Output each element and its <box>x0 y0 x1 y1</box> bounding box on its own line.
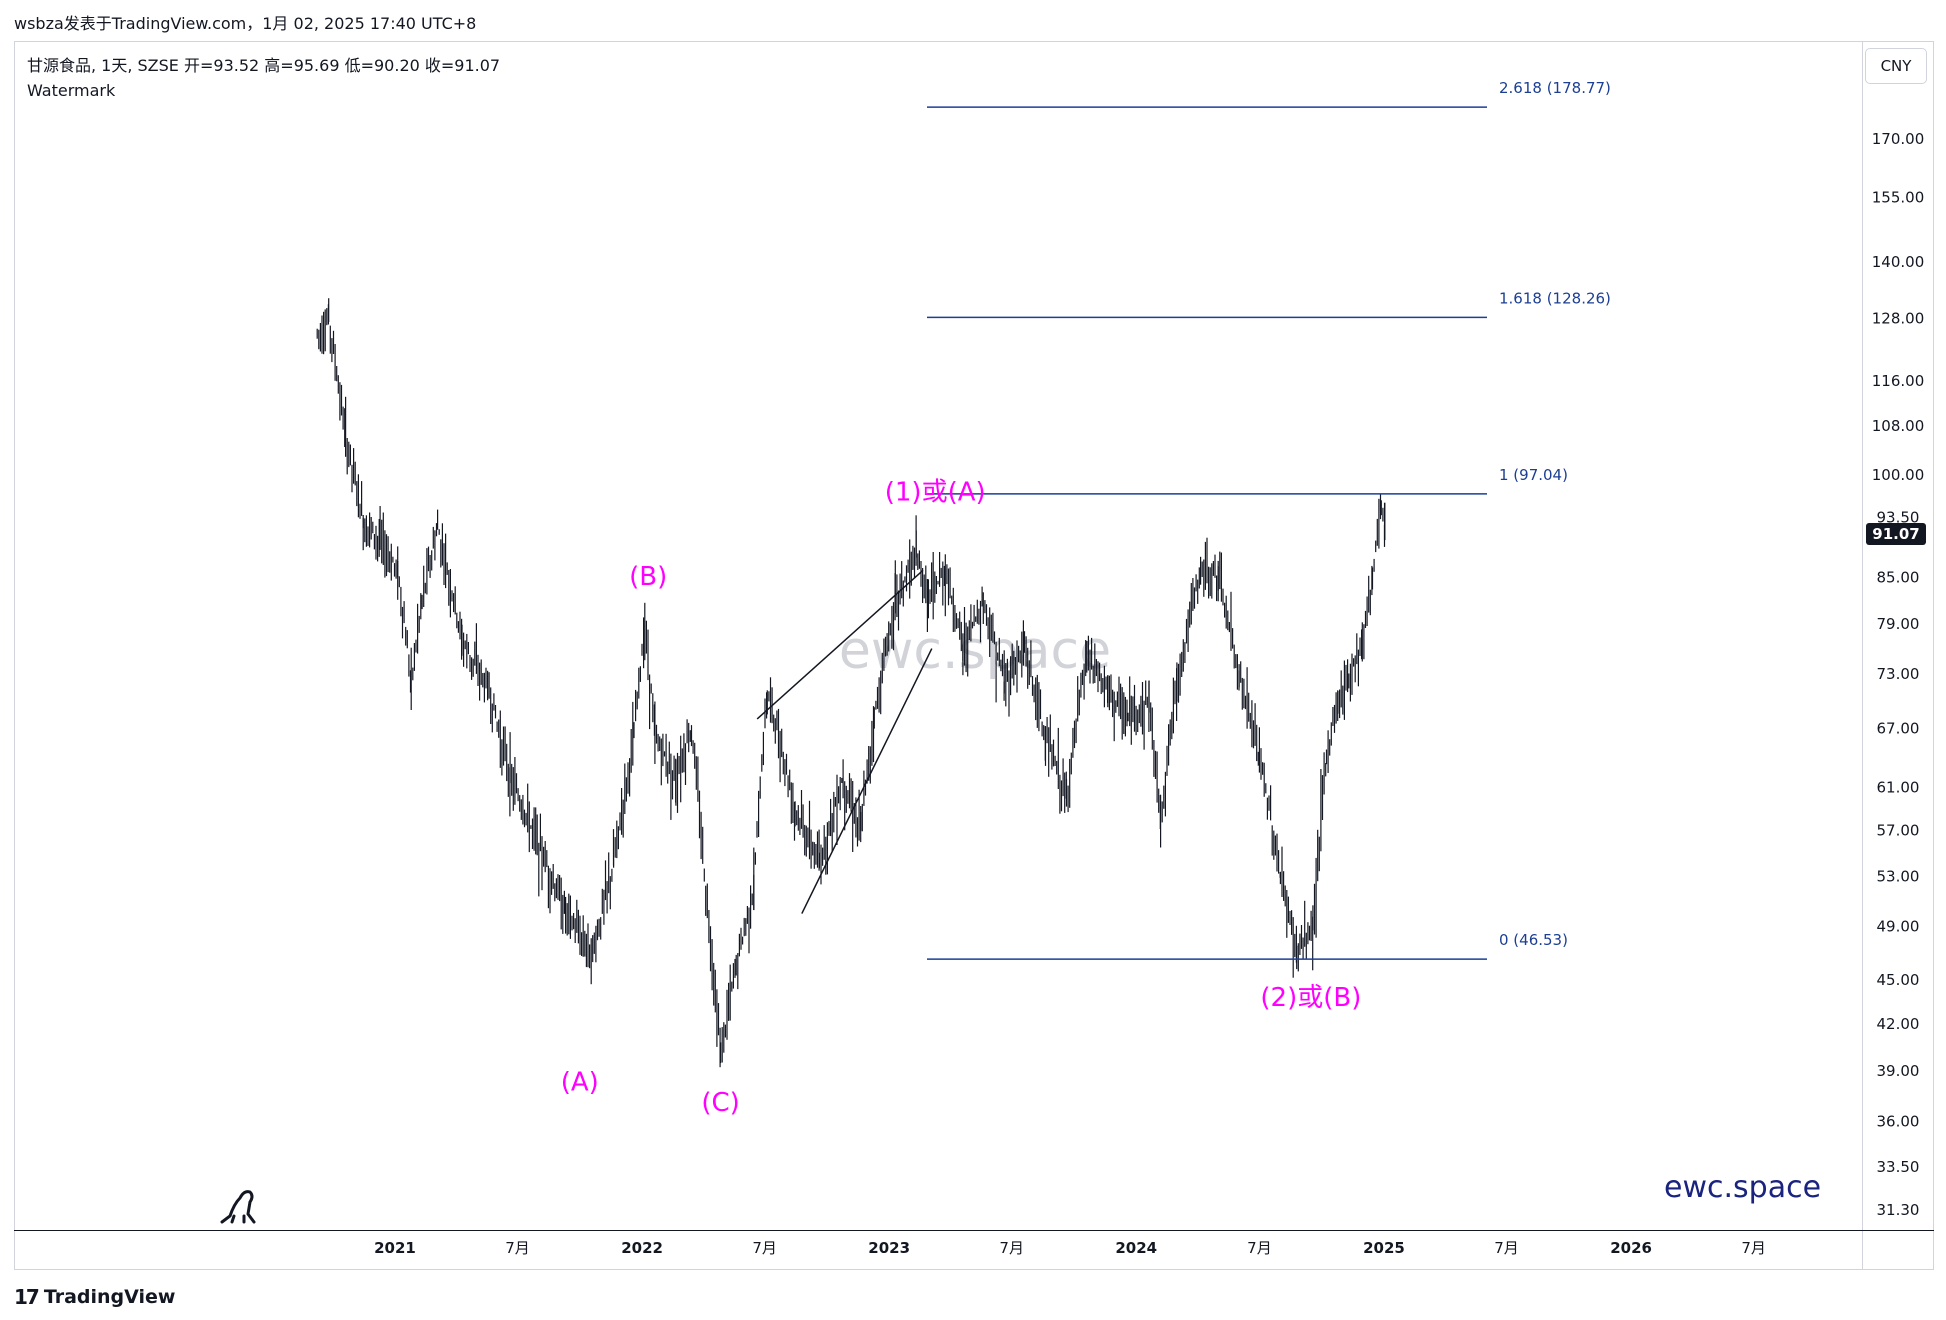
y-tick-label: 42.00 <box>1877 1015 1920 1033</box>
x-tick-label: 7月 <box>505 1239 530 1257</box>
chart-legend: 甘源食品, 1天, SZSE 开=93.52 高=95.69 低=90.20 收… <box>27 53 500 103</box>
x-tick-label: 2024 <box>1115 1239 1157 1257</box>
brand-watermark: ewc.space <box>1664 1170 1822 1205</box>
wave-label: (B) <box>629 562 667 592</box>
y-tick-label: 116.00 <box>1872 372 1925 390</box>
y-tick-label: 57.00 <box>1877 822 1920 840</box>
y-tick-label: 53.00 <box>1877 868 1920 886</box>
x-tick-label: 7月 <box>1741 1239 1766 1257</box>
fib-label: 1.618 (128.26) <box>1499 289 1611 307</box>
y-tick-label: 49.00 <box>1877 917 1920 935</box>
fib-label: 2.618 (178.77) <box>1499 79 1611 97</box>
x-tick-label: 2022 <box>621 1239 663 1257</box>
currency-button[interactable]: CNY <box>1865 48 1927 84</box>
y-tick-label: 170.00 <box>1872 130 1925 148</box>
y-tick-label: 33.50 <box>1877 1158 1920 1176</box>
wedge-line <box>801 648 933 914</box>
dino-icon <box>220 1190 256 1224</box>
watermark-label: Watermark <box>27 81 116 100</box>
y-tick-label: 155.00 <box>1872 188 1925 206</box>
wave-labels: (A) (B) (C) (1)或(A) (2)或(B) <box>561 478 1362 1118</box>
wave-label: (2)或(B) <box>1260 983 1361 1013</box>
time-axis: 2021 7月 2022 7月 2023 7月 2024 7月 2025 7月 2026 7月 <box>374 1239 1766 1257</box>
price-axis-divider <box>1862 41 1863 1270</box>
y-tick-label: 140.00 <box>1872 253 1925 271</box>
publisher-caption: wsbza发表于TradingView.com，1月 02, 2025 17:4… <box>14 14 477 33</box>
x-tick-label: 2021 <box>374 1239 416 1257</box>
y-tick-label: 108.00 <box>1872 417 1925 435</box>
x-tick-label: 2023 <box>868 1239 910 1257</box>
y-tick-label: 79.00 <box>1877 615 1920 633</box>
fib-label: 1 (97.04) <box>1499 466 1568 484</box>
wave-label: (1)或(A) <box>885 478 986 508</box>
x-tick-label: 7月 <box>1494 1239 1519 1257</box>
last-price-tag-box <box>1866 523 1926 546</box>
wedge-line <box>756 569 924 720</box>
y-tick-label: 100.00 <box>1872 466 1925 484</box>
x-tick-label: 7月 <box>752 1239 777 1257</box>
candle-series <box>316 298 1386 1068</box>
last-price-tag: 91.07 <box>1866 523 1926 546</box>
tradingview-logo-text: TradingView <box>43 1286 176 1308</box>
x-tick-label: 2026 <box>1610 1239 1652 1257</box>
time-axis-divider <box>14 1230 1934 1231</box>
y-tick-label: 39.00 <box>1877 1062 1920 1080</box>
x-tick-label: 7月 <box>1247 1239 1272 1257</box>
wedge-lines <box>756 569 933 914</box>
wave-label: (A) <box>561 1068 599 1098</box>
y-tick-label: 31.30 <box>1877 1201 1920 1219</box>
x-tick-label: 7月 <box>999 1239 1024 1257</box>
y-tick-label: 45.00 <box>1877 971 1920 989</box>
y-tick-label: 85.00 <box>1877 569 1920 587</box>
center-watermark: ewc.space <box>839 621 1111 681</box>
y-tick-label: 128.00 <box>1872 310 1925 328</box>
y-tick-label: 93.50 <box>1877 508 1920 526</box>
y-tick-label: 73.00 <box>1877 665 1920 683</box>
chart-frame <box>14 41 1934 1270</box>
y-tick-label: 67.00 <box>1877 719 1920 737</box>
tradingview-logo[interactable]: 17 TradingView <box>14 1285 175 1309</box>
fib-label: 0 (46.53) <box>1499 931 1568 949</box>
fibonacci-levels: 2.618 (178.77) 1.618 (128.26) 1 (97.04) 0 (… <box>927 79 1611 960</box>
wave-label: (C) <box>701 1088 739 1118</box>
y-tick-label: 36.00 <box>1877 1112 1920 1130</box>
y-tick-label: 61.00 <box>1877 779 1920 797</box>
symbol-ohlc-line: 甘源食品, 1天, SZSE 开=93.52 高=95.69 低=90.20 收… <box>27 56 501 75</box>
last-price-label: 91.07 <box>1872 525 1919 543</box>
price-axis: 170.00 155.00 140.00 128.00 116.00 108.00 100.… <box>1872 130 1925 1219</box>
tradingview-logo-icon: 17 <box>14 1285 40 1309</box>
x-tick-label: 2025 <box>1363 1239 1405 1257</box>
